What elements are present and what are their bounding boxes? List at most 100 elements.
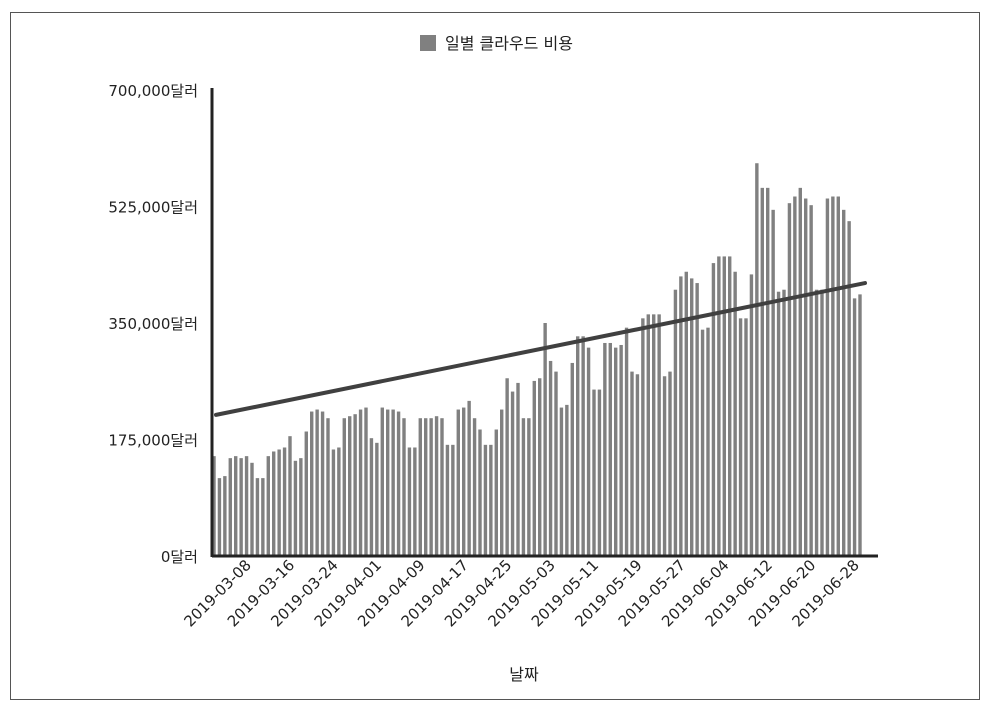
bar (690, 278, 694, 556)
bar (494, 429, 498, 556)
legend-label: 일별 클라우드 비용 (445, 34, 573, 53)
bar (288, 436, 292, 556)
bar (342, 418, 346, 556)
bar (673, 289, 678, 556)
bar (766, 187, 770, 557)
bar (445, 444, 450, 556)
bar (744, 318, 748, 556)
bar (825, 198, 830, 556)
bar (597, 389, 602, 556)
bar (858, 294, 862, 556)
bar (581, 336, 585, 556)
bar (635, 374, 640, 556)
bar (310, 411, 314, 556)
bar (782, 289, 786, 556)
bar (543, 323, 547, 556)
bar (787, 203, 792, 557)
bar (244, 456, 249, 556)
bar (793, 196, 797, 556)
bar (353, 414, 357, 556)
bar (592, 389, 596, 556)
bar (706, 327, 710, 556)
legend: 일별 클라우드 비용 (420, 34, 573, 53)
bar (337, 447, 341, 556)
bar (570, 362, 574, 556)
bar (548, 360, 553, 556)
bar (386, 409, 390, 556)
bar (277, 449, 281, 556)
chart-frame (10, 12, 980, 700)
bar (369, 438, 374, 556)
bar (478, 429, 482, 556)
bar (418, 418, 422, 556)
bar (657, 314, 661, 556)
bar (554, 371, 558, 556)
bar (521, 418, 526, 556)
bar (603, 342, 607, 556)
x-axis-ticks: 2019-03-082019-03-162019-03-242019-04-01… (180, 556, 862, 630)
bar (755, 163, 759, 557)
bar (348, 416, 352, 556)
bar (223, 476, 227, 556)
bar (266, 456, 270, 556)
bar (434, 416, 439, 556)
bar (565, 404, 569, 556)
bar (527, 418, 531, 556)
bar (255, 478, 260, 556)
bar (668, 371, 672, 556)
bar (440, 418, 444, 556)
bar (809, 205, 813, 557)
bar (467, 400, 471, 556)
bar (331, 449, 336, 556)
bar (380, 407, 384, 556)
bar (776, 291, 781, 556)
bar (679, 276, 683, 556)
bar (304, 431, 308, 556)
bar (662, 376, 667, 556)
bar (771, 209, 775, 556)
bar (842, 209, 846, 556)
bar (820, 289, 824, 556)
bar (798, 187, 802, 557)
bar (538, 378, 542, 556)
bar (722, 256, 726, 556)
bar (711, 263, 716, 556)
bar (489, 444, 493, 556)
bar (413, 447, 417, 556)
bar (250, 462, 254, 556)
bar (234, 456, 238, 556)
bar (293, 460, 298, 556)
bar (483, 444, 488, 556)
bar (619, 344, 623, 556)
bar (217, 478, 222, 556)
y-tick-label: 175,000달러 (108, 432, 198, 450)
bar (836, 196, 840, 556)
bar (364, 407, 368, 556)
bar (407, 447, 412, 556)
y-axis-ticks: 0달러 175,000달러 350,000달러 525,000달러 700,000달러 (108, 82, 198, 566)
bar (261, 478, 265, 556)
bar (760, 187, 764, 557)
y-tick-label: 350,000달러 (108, 315, 198, 333)
bars-group (212, 163, 862, 557)
bar (516, 382, 520, 556)
bar (576, 336, 580, 556)
bar (424, 418, 428, 556)
bar (320, 411, 325, 556)
bar (510, 391, 515, 556)
bar (451, 444, 455, 556)
bar (684, 271, 688, 556)
y-tick-label: 700,000달러 (108, 82, 198, 100)
bar (500, 409, 504, 556)
bar (456, 409, 460, 556)
bar (717, 256, 721, 556)
bar (358, 409, 363, 556)
bar (315, 409, 319, 556)
bar (641, 318, 645, 556)
trendline (214, 281, 867, 417)
bar (272, 451, 276, 556)
bar (733, 271, 737, 556)
bar (814, 289, 819, 556)
bar (852, 298, 857, 556)
